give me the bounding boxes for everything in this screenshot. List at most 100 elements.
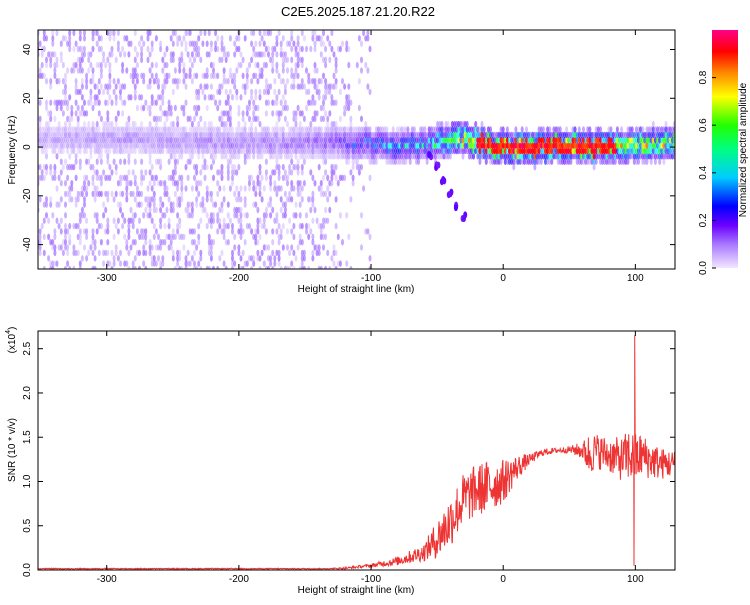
heatmap-cell: [201, 137, 205, 144]
heatmap-cell: [298, 120, 302, 128]
heatmap-cell: [161, 126, 165, 133]
heatmap-cell: [195, 163, 199, 171]
heatmap-cell: [387, 142, 391, 149]
heatmap-cell: [351, 142, 355, 149]
heatmap-cell: [470, 131, 473, 139]
heatmap-cell: [431, 137, 435, 144]
heatmap-cell: [212, 142, 215, 149]
heatmap-cell: [152, 255, 156, 262]
heatmap-cell: [173, 169, 177, 176]
y-tick-label: 1.0: [22, 474, 33, 488]
heatmap-cell: [97, 222, 101, 230]
heatmap-cell: [476, 147, 480, 155]
heatmap-cell: [357, 163, 361, 171]
heatmap-cell: [123, 126, 127, 133]
heatmap-cell: [123, 131, 127, 139]
heatmap-cell: [148, 153, 152, 160]
heatmap-cell: [140, 201, 144, 208]
heatmap-cell: [575, 137, 579, 144]
heatmap-cell: [425, 131, 429, 139]
heatmap-cell: [649, 142, 653, 149]
heatmap-cell: [607, 153, 611, 160]
heatmap-cell: [463, 120, 467, 128]
heatmap-cell: [231, 78, 234, 85]
heatmap-cell: [231, 169, 234, 176]
heatmap-cell: [228, 115, 232, 123]
heatmap-cell: [256, 255, 260, 262]
heatmap-cell: [57, 174, 61, 181]
heatmap-cell: [525, 147, 528, 155]
heatmap-cell: [78, 61, 82, 69]
y-tick-label: -40: [22, 237, 33, 252]
heatmap-cell: [220, 45, 224, 53]
heatmap-cell: [108, 120, 112, 128]
heatmap-cell: [93, 212, 97, 219]
heatmap-cell: [228, 126, 232, 133]
heatmap-cell: [510, 153, 514, 160]
heatmap-cell: [148, 137, 152, 144]
heatmap-cell: [309, 131, 313, 139]
heatmap-cell: [49, 110, 53, 117]
heatmap-cell: [660, 137, 664, 144]
heatmap-cell: [634, 147, 638, 155]
heatmap-cell: [537, 153, 541, 160]
heatmap-cell: [55, 153, 59, 160]
heatmap-cell: [108, 67, 112, 74]
heatmap-cell: [216, 217, 220, 224]
heatmap-cell: [140, 174, 144, 181]
heatmap-cell: [150, 174, 154, 181]
heatmap-cell: [53, 233, 57, 240]
heatmap-cell: [93, 239, 97, 246]
heatmap-cell: [258, 153, 262, 160]
heatmap-cell: [144, 239, 148, 246]
heatmap-cell: [283, 206, 287, 214]
heatmap-cell: [319, 265, 323, 269]
heatmap-cell: [474, 137, 478, 144]
heatmap-cell: [205, 51, 209, 58]
heatmap-cell: [313, 110, 317, 117]
heatmap-cell: [491, 147, 495, 155]
x-tick-label: -100: [361, 273, 381, 284]
heatmap-cell: [140, 51, 144, 58]
heatmap-cell: [497, 158, 501, 165]
heatmap-cell: [193, 40, 196, 47]
heatmap-cell: [57, 142, 61, 149]
heatmap-cell: [163, 180, 167, 187]
heatmap-cell: [239, 212, 243, 219]
heatmap-cell: [353, 147, 357, 155]
heatmap-cell: [129, 137, 133, 144]
heatmap-cell: [362, 30, 366, 37]
heatmap-cell: [42, 35, 46, 42]
heatmap-cell: [317, 126, 321, 133]
heatmap-cell: [178, 67, 182, 74]
heatmap-cell: [292, 110, 296, 117]
heatmap-cell: [290, 83, 294, 90]
heatmap-cell: [615, 137, 619, 144]
heatmap-cell: [74, 126, 78, 133]
heatmap-cell: [176, 137, 180, 144]
heatmap-cell: [237, 142, 241, 149]
heatmap-cell: [478, 137, 482, 144]
heatmap-cell: [431, 126, 435, 133]
heatmap-cell: [353, 153, 357, 160]
heatmap-cell: [525, 137, 528, 144]
heatmap-cell: [121, 147, 125, 155]
heatmap-cell: [269, 153, 273, 160]
heatmap-cell: [281, 174, 285, 181]
heatmap-cell: [415, 153, 418, 160]
heatmap-cell: [499, 147, 503, 155]
heatmap-cell: [307, 126, 311, 133]
heatmap-cell: [121, 110, 125, 117]
heatmap-cell: [42, 137, 46, 144]
y-tick-label: 40: [22, 44, 33, 56]
heatmap-cell: [332, 142, 336, 149]
heatmap-cell: [99, 153, 103, 160]
heatmap-cell: [470, 153, 473, 160]
heatmap-cell: [402, 137, 406, 144]
heatmap-cell: [626, 153, 630, 160]
heatmap-cell: [305, 126, 308, 133]
heatmap-cell: [349, 153, 353, 160]
heatmap-cell: [415, 147, 418, 155]
heatmap-cell: [97, 249, 101, 257]
heatmap-cell: [482, 137, 486, 144]
